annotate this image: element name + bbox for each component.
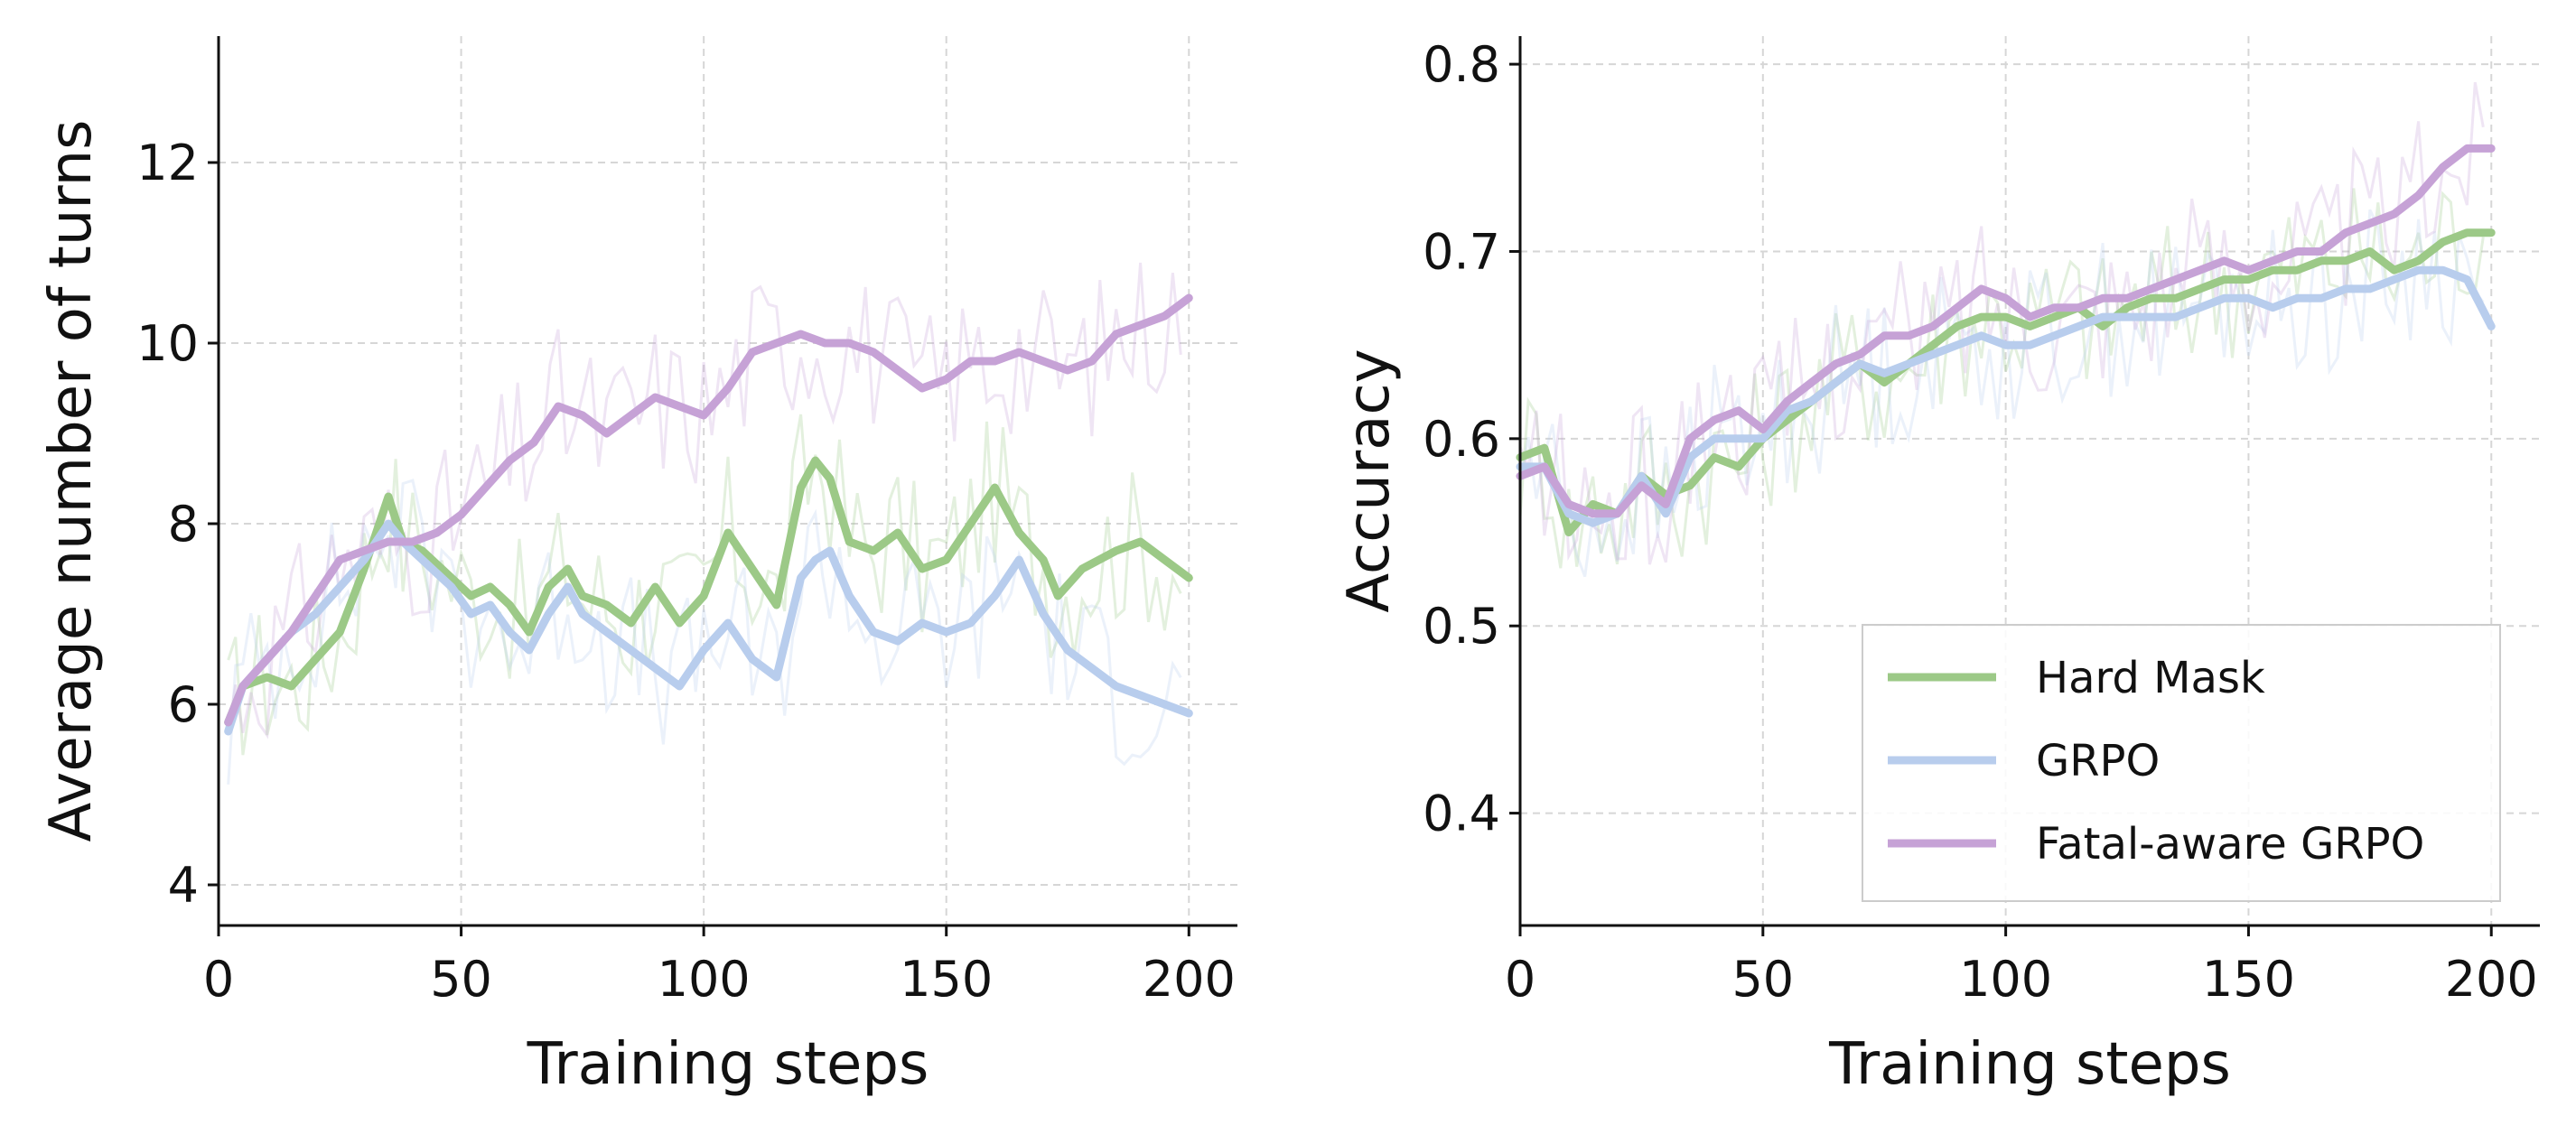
y-tick-label: 0.4 xyxy=(1423,786,1500,842)
x-tick-label: 200 xyxy=(1143,951,1236,1008)
raw-trace-hard-mask xyxy=(1518,188,2485,569)
y-tick-label: 0.7 xyxy=(1423,223,1500,280)
accuracy-chart-panel: 0 50 100 150 200 0.4 0.5 0.6 0.7 0.8 Training step… xyxy=(1336,36,2540,1098)
y-tick-label: 8 xyxy=(168,496,199,553)
series-line-hard-mask xyxy=(224,456,1193,727)
x-axis-label: Training steps xyxy=(527,1031,929,1098)
legend-label: Fatal-aware GRPO xyxy=(2036,819,2424,870)
y-axis-label: Accuracy xyxy=(1336,349,1403,612)
y-tick-label: 0.8 xyxy=(1423,36,1500,93)
y-tick-label: 6 xyxy=(168,676,199,733)
x-tick-label: 0 xyxy=(203,951,234,1008)
y-tick-label: 10 xyxy=(136,315,199,372)
x-axis-label: Training steps xyxy=(1828,1031,2231,1098)
x-tick-label: 100 xyxy=(658,951,751,1008)
y-tick-label: 4 xyxy=(168,857,199,914)
series-line-grpo xyxy=(1516,265,2496,527)
x-tick-label: 50 xyxy=(1731,951,1794,1008)
legend-label: GRPO xyxy=(2036,736,2160,786)
y-tick-label: 0.6 xyxy=(1423,411,1500,468)
x-tick-label: 100 xyxy=(1959,951,2052,1008)
y-axis-label: Average number of turns xyxy=(38,119,105,842)
series-line-fatal-aware-grpo xyxy=(224,293,1193,727)
y-tick-label: 0.5 xyxy=(1423,598,1500,655)
series-line-hard-mask xyxy=(1516,228,2496,536)
x-tick-label: 50 xyxy=(430,951,492,1008)
series-line-fatal-aware-grpo xyxy=(1516,144,2496,518)
y-tick-label: 12 xyxy=(136,135,199,191)
legend-label: Hard Mask xyxy=(2036,653,2265,703)
turns-chart-panel: 0 50 100 150 200 4 6 8 10 12 Training steps Average… xyxy=(38,36,1237,1098)
x-tick-label: 150 xyxy=(900,951,993,1008)
x-tick-label: 150 xyxy=(2202,951,2295,1008)
raw-trace-fatal-aware-grpo xyxy=(1518,81,2485,565)
x-tick-label: 200 xyxy=(2445,951,2538,1008)
x-tick-label: 0 xyxy=(1505,951,1535,1008)
series-line-grpo xyxy=(224,519,1193,736)
